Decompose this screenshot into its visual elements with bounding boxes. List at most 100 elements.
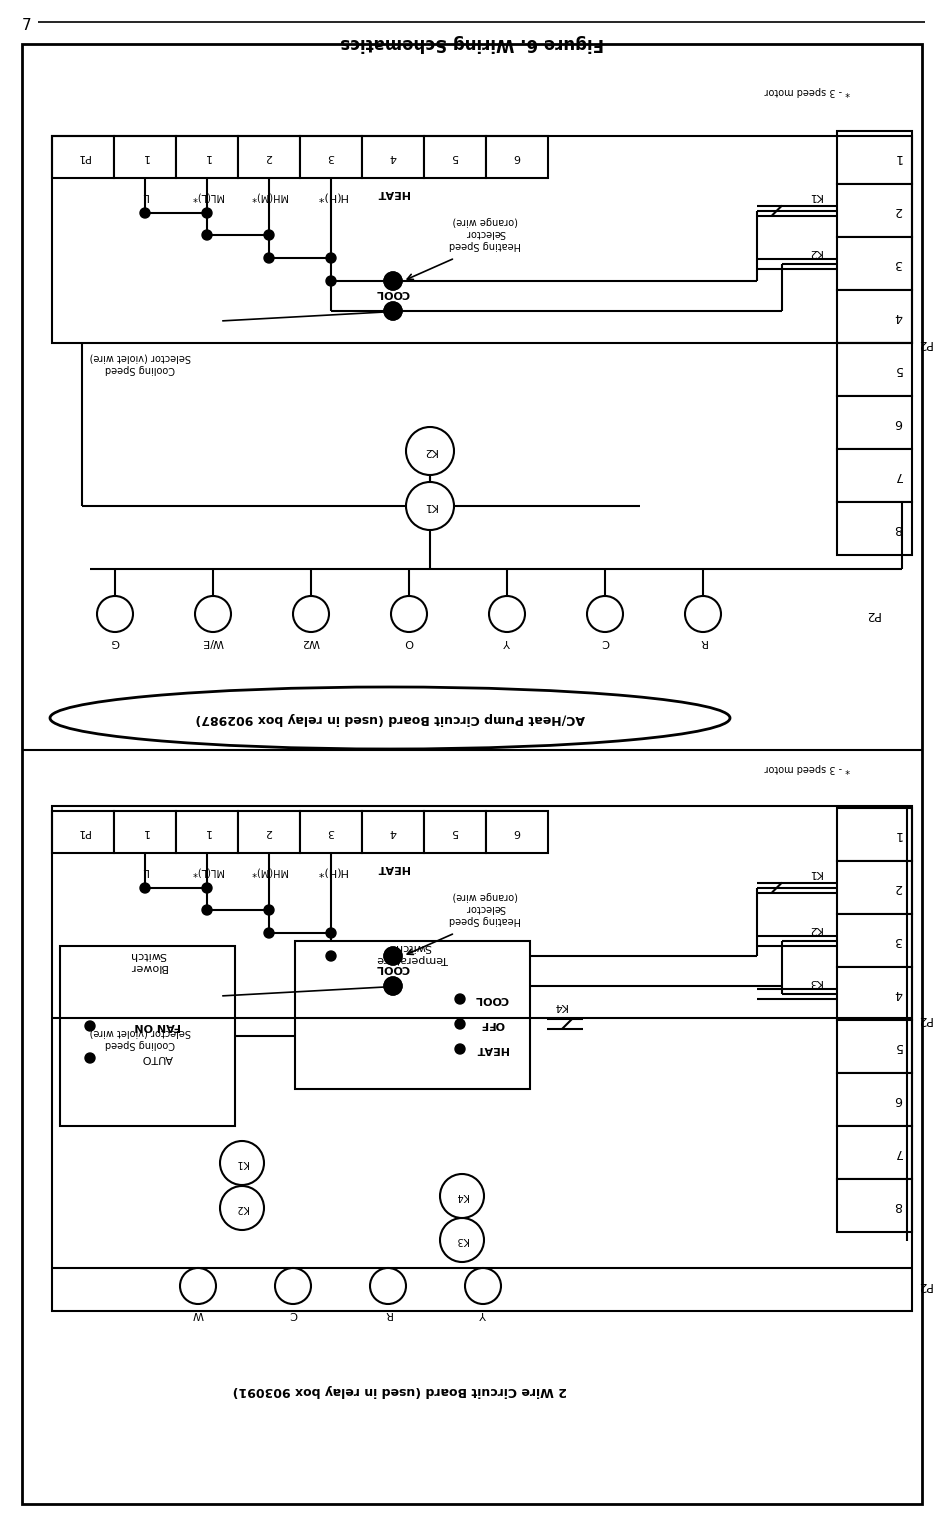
Circle shape <box>391 597 427 632</box>
Circle shape <box>383 977 401 995</box>
Text: Heating Speed
Selector
(orange wire): Heating Speed Selector (orange wire) <box>448 891 520 925</box>
Text: COOL: COOL <box>376 963 410 974</box>
Circle shape <box>370 1268 406 1305</box>
Circle shape <box>383 977 401 995</box>
Circle shape <box>97 597 133 632</box>
Text: L: L <box>142 191 148 201</box>
Text: COOL: COOL <box>475 993 509 1004</box>
Circle shape <box>684 597 720 632</box>
Text: P2: P2 <box>916 337 931 349</box>
Bar <box>836 237 911 290</box>
Text: HEAT: HEAT <box>476 1044 508 1054</box>
Text: 3: 3 <box>328 827 334 836</box>
Bar <box>836 967 911 1019</box>
Text: 6: 6 <box>513 153 520 162</box>
Text: 2: 2 <box>265 827 272 836</box>
Bar <box>836 185 911 237</box>
Text: AC/Heat Pump Circuit Board (used in relay box 902987): AC/Heat Pump Circuit Board (used in rela… <box>195 711 584 725</box>
Bar <box>114 136 176 179</box>
Bar <box>836 1180 911 1231</box>
Text: Cooling Speed
Selector (violet wire): Cooling Speed Selector (violet wire) <box>90 353 191 374</box>
Bar <box>485 810 548 853</box>
Text: Temperature
Switch: Temperature Switch <box>377 942 447 964</box>
Circle shape <box>383 302 401 320</box>
Text: 2: 2 <box>893 204 901 217</box>
Text: C: C <box>289 1309 296 1318</box>
Circle shape <box>85 1053 95 1064</box>
Text: Figure 6. Wiring Schematics: Figure 6. Wiring Schematics <box>340 34 603 52</box>
Text: K1: K1 <box>235 1158 248 1167</box>
Text: HEAT: HEAT <box>377 188 409 198</box>
Text: 4: 4 <box>893 310 901 324</box>
Bar <box>176 810 238 853</box>
Text: C: C <box>600 636 608 647</box>
Ellipse shape <box>50 687 729 749</box>
Text: 3: 3 <box>893 934 901 948</box>
Bar <box>836 131 911 185</box>
Text: 4: 4 <box>389 153 396 162</box>
Text: 4: 4 <box>389 827 396 836</box>
Bar <box>299 136 362 179</box>
Text: P2: P2 <box>916 1013 931 1027</box>
Bar <box>176 136 238 179</box>
Text: 1: 1 <box>142 153 148 162</box>
Circle shape <box>383 302 401 320</box>
Text: K3: K3 <box>455 1235 468 1245</box>
Bar <box>362 810 424 853</box>
Text: 4: 4 <box>893 987 901 1000</box>
Text: H(H)*: H(H)* <box>315 191 346 201</box>
Circle shape <box>220 1141 263 1186</box>
Text: K4: K4 <box>552 1001 566 1012</box>
Bar <box>836 1073 911 1126</box>
Text: W: W <box>193 1309 203 1318</box>
Bar <box>59 946 235 1126</box>
Bar <box>836 1019 911 1073</box>
Bar <box>299 810 362 853</box>
Circle shape <box>263 253 274 262</box>
Text: 1: 1 <box>203 153 211 162</box>
Circle shape <box>454 1044 464 1054</box>
Text: K2: K2 <box>807 247 821 256</box>
Text: Y: Y <box>503 636 510 647</box>
Text: OFF: OFF <box>480 1019 504 1029</box>
Text: MH(M)*: MH(M)* <box>250 865 287 876</box>
Circle shape <box>488 597 525 632</box>
Bar <box>836 914 911 967</box>
Circle shape <box>326 951 336 961</box>
Circle shape <box>454 1019 464 1029</box>
Text: W2: W2 <box>302 636 320 647</box>
Text: 5: 5 <box>893 363 901 375</box>
Bar <box>238 810 299 853</box>
Circle shape <box>293 597 329 632</box>
Text: 1: 1 <box>893 829 901 841</box>
Bar <box>52 136 911 343</box>
Text: 3: 3 <box>893 256 901 270</box>
Text: 1: 1 <box>142 827 148 836</box>
Text: 8: 8 <box>893 1199 901 1212</box>
Text: K1: K1 <box>807 191 821 200</box>
Circle shape <box>383 948 401 964</box>
Text: P2: P2 <box>916 1279 931 1293</box>
Circle shape <box>406 427 453 475</box>
Text: HEAT: HEAT <box>377 864 409 873</box>
Bar <box>238 136 299 179</box>
Text: G: G <box>110 636 119 647</box>
Circle shape <box>326 253 336 262</box>
Circle shape <box>263 230 274 240</box>
Circle shape <box>263 905 274 916</box>
Bar <box>836 807 911 861</box>
Text: K4: K4 <box>455 1190 468 1201</box>
Text: 3: 3 <box>328 153 334 162</box>
Circle shape <box>179 1268 216 1305</box>
Ellipse shape <box>312 923 422 1018</box>
Text: R: R <box>699 636 706 647</box>
Bar <box>424 810 485 853</box>
Text: P1: P1 <box>76 827 90 836</box>
Circle shape <box>202 905 211 916</box>
Bar <box>295 942 530 1090</box>
Circle shape <box>326 928 336 938</box>
Bar <box>836 1126 911 1180</box>
Circle shape <box>194 597 230 632</box>
Bar <box>836 861 911 914</box>
Text: R: R <box>383 1309 392 1318</box>
